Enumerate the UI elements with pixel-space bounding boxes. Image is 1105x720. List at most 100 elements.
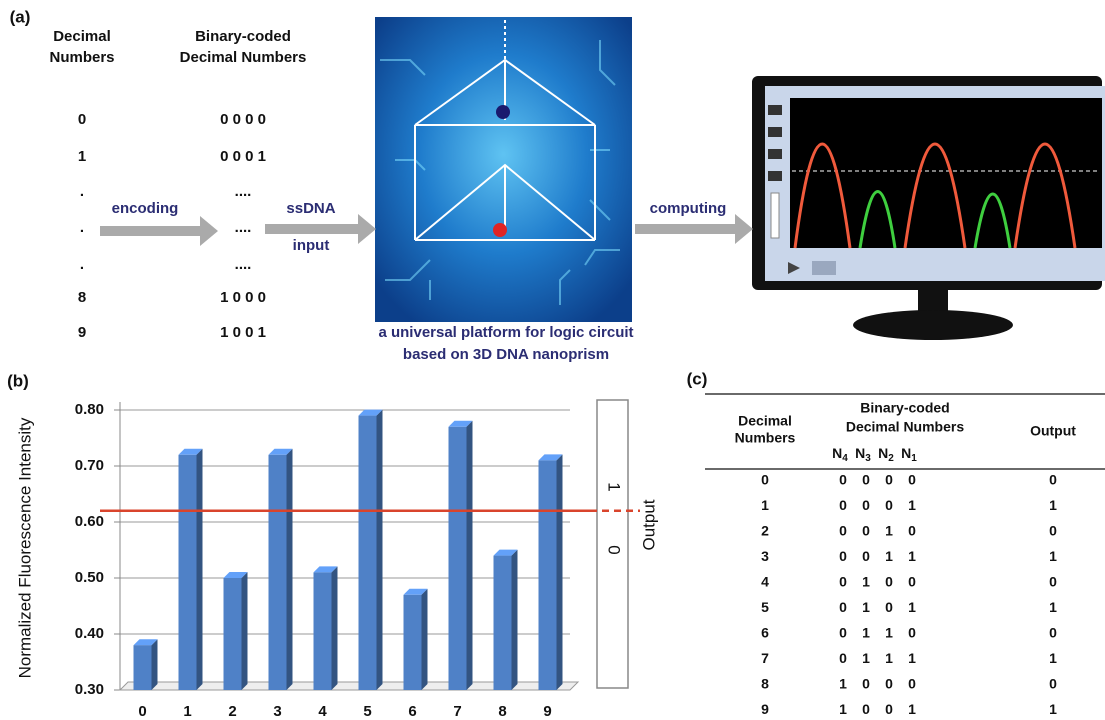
binary-number: .... — [235, 256, 252, 273]
table-cell: 0 — [839, 625, 847, 641]
binary-number: 0 0 0 1 — [220, 148, 266, 165]
bar-side — [421, 588, 428, 690]
bar — [403, 594, 422, 690]
table-header: Numbers — [735, 430, 796, 446]
column-header: Numbers — [49, 49, 114, 66]
bar-side — [466, 420, 473, 690]
bar-top — [313, 566, 338, 573]
bar-top — [358, 409, 383, 416]
table-cell: 0 — [1049, 472, 1057, 488]
table-cell: 1 — [862, 650, 870, 666]
bar-top — [538, 454, 563, 461]
table-cell: 1 — [908, 497, 916, 513]
table-cell: 9 — [761, 701, 769, 717]
table-cell: 0 — [839, 497, 847, 513]
arrow-label: computing — [650, 200, 727, 217]
binary-number: .... — [235, 183, 252, 200]
x-tick-label: 7 — [453, 703, 461, 720]
bar-top — [133, 639, 158, 646]
table-cell: 0 — [908, 574, 916, 590]
bar — [358, 415, 377, 690]
panel-label: (c) — [687, 369, 708, 388]
table-cell: 0 — [839, 472, 847, 488]
bar-top — [493, 549, 518, 556]
arrows — [100, 214, 753, 246]
bit-base: N — [901, 445, 911, 461]
bit-base: N — [878, 445, 888, 461]
decimal-number: . — [80, 183, 84, 200]
output-box — [596, 399, 629, 689]
table-cell: 0 — [1049, 625, 1057, 641]
x-tick-label: 3 — [273, 703, 281, 720]
bit-sub: 1 — [911, 453, 917, 464]
table-cell: 1 — [862, 625, 870, 641]
bar — [178, 454, 197, 690]
x-tick-label: 5 — [363, 703, 371, 720]
caption: based on 3D DNA nanoprism — [403, 346, 609, 363]
y-tick-label: 0.70 — [75, 457, 104, 474]
x-tick-label: 6 — [408, 703, 416, 720]
table-cell: 0 — [862, 676, 870, 692]
bar-top — [223, 572, 248, 578]
table-header: Decimal Numbers — [846, 419, 964, 435]
table-cell: 0 — [1049, 574, 1057, 590]
bar — [538, 460, 557, 690]
arrow-label: input — [293, 237, 330, 254]
table-cell: 6 — [761, 625, 769, 641]
table-cell: 5 — [761, 599, 769, 615]
table-cell: 2 — [761, 523, 769, 539]
bit-header: N4 — [832, 445, 848, 464]
bit-header: N2 — [878, 445, 894, 464]
output-label: Output — [639, 499, 658, 550]
bar-top — [178, 448, 203, 455]
table-cell: 1 — [1049, 497, 1057, 513]
table-cell: 4 — [761, 574, 769, 590]
bar — [313, 572, 332, 690]
binary-number: 1 0 0 0 — [220, 289, 266, 306]
decimal-number: 1 — [78, 148, 86, 165]
decimal-number: 8 — [78, 289, 86, 306]
table-cell: 0 — [1049, 676, 1057, 692]
y-tick-label: 0.30 — [75, 681, 104, 698]
column-header: Decimal — [53, 28, 111, 45]
table-cell: 1 — [1049, 701, 1057, 717]
table-cell: 1 — [908, 650, 916, 666]
column-header: Binary-coded — [195, 28, 291, 45]
column-header: Decimal Numbers — [180, 49, 307, 66]
bar-side — [241, 572, 248, 690]
monitor-image — [752, 76, 1105, 340]
bit-base: N — [855, 445, 865, 461]
table-cell: 0 — [885, 497, 893, 513]
table-cell: 1 — [885, 523, 893, 539]
table-cell: 0 — [839, 599, 847, 615]
bar-top — [403, 588, 428, 595]
table-header: Binary-coded — [860, 400, 949, 416]
arrow-label: encoding — [112, 200, 179, 217]
x-tick-label: 0 — [138, 703, 146, 720]
table-cell: 1 — [839, 701, 847, 717]
x-tick-label: 4 — [318, 703, 327, 720]
table-cell: 0 — [862, 497, 870, 513]
table-cell: 1 — [908, 701, 916, 717]
table-cell: 1 — [1049, 650, 1057, 666]
table-cell: 0 — [862, 523, 870, 539]
bar-side — [376, 409, 383, 690]
decimal-number: 9 — [78, 324, 86, 341]
bar-side — [196, 448, 203, 690]
table-cell: 1 — [862, 599, 870, 615]
table-cell: 0 — [1049, 523, 1057, 539]
bit-sub: 3 — [865, 453, 871, 464]
x-tick-label: 1 — [183, 703, 191, 720]
bit-sub: 4 — [842, 453, 848, 464]
table-cell: 0 — [862, 701, 870, 717]
panel-label: (a) — [10, 7, 31, 26]
table-cell: 0 — [839, 548, 847, 564]
bar — [223, 578, 242, 690]
table-cell: 0 — [761, 472, 769, 488]
x-tick-label: 9 — [543, 703, 551, 720]
bit-header: N1 — [901, 445, 917, 464]
table-cell: 3 — [761, 548, 769, 564]
caption: a universal platform for logic circuit — [378, 324, 633, 341]
y-tick-label: 0.40 — [75, 625, 104, 642]
